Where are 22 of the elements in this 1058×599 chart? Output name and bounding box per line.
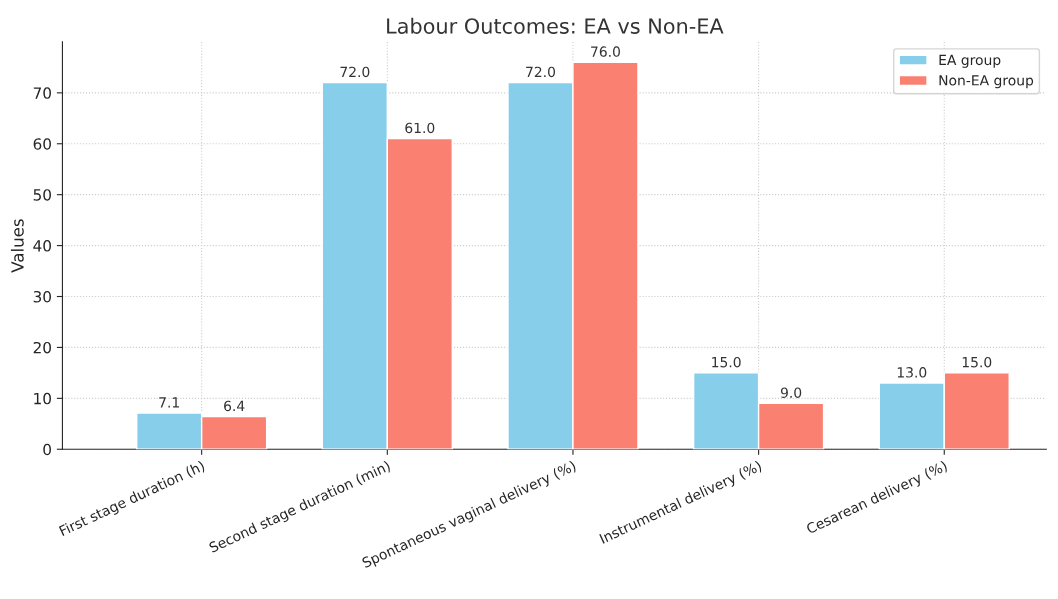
y-tick-label: 40 [33, 240, 51, 252]
y-tick-label: 70 [33, 87, 51, 99]
text: 6.4 [224, 400, 245, 412]
text: 9.0 [780, 387, 802, 398]
y-tick-label: 10 [34, 392, 51, 405]
y-tick-label: 0 [43, 443, 51, 456]
y-tick-label: 20 [33, 341, 51, 354]
legend-label: Non-EA group [939, 75, 1034, 89]
text: 61.0 [405, 122, 435, 134]
legend-label: EA group [939, 54, 1001, 68]
text: 7.1 [159, 397, 179, 408]
text: 15.0 [962, 356, 992, 368]
y-tick-label: 60 [33, 138, 51, 150]
text: 76.0 [591, 46, 620, 57]
y-tick-label: 30 [33, 290, 51, 303]
y-axis-title: Values [10, 219, 24, 273]
text: 15.0 [712, 356, 741, 368]
y-tick-label: 50 [33, 189, 51, 201]
text: 72.0 [526, 66, 556, 78]
text: 72.0 [340, 66, 370, 78]
chart-title: Labour Outcomes: EA vs Non-EA [387, 17, 724, 34]
text: 13.0 [897, 367, 927, 378]
